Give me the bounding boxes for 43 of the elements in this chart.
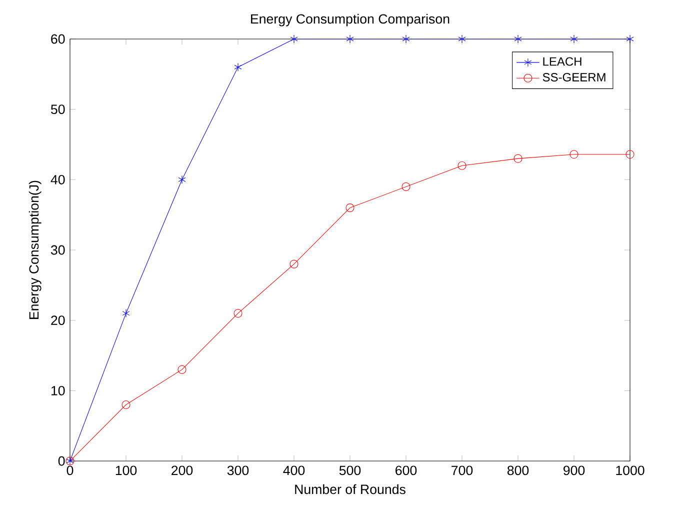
point <box>290 34 298 44</box>
x-tick-label: 400 <box>283 466 305 476</box>
point <box>514 154 522 163</box>
x-tick-label: 500 <box>339 466 361 476</box>
x-tick-label: 700 <box>452 466 473 476</box>
point <box>514 34 522 44</box>
point <box>626 150 634 159</box>
y-tick-label: 30 <box>50 245 65 255</box>
point <box>346 204 354 212</box>
point <box>234 309 242 318</box>
x-tick-label: 100 <box>116 466 137 476</box>
x-tick-label: 600 <box>396 466 417 476</box>
point <box>178 365 186 374</box>
point <box>122 309 130 318</box>
y-tick-label: 0 <box>58 456 65 466</box>
point <box>402 34 410 44</box>
chart-title: Energy Consumption Comparison <box>251 14 450 26</box>
x-tick-label: 900 <box>564 466 585 476</box>
x-axis-title: Number of Rounds <box>295 484 406 494</box>
point <box>122 400 130 410</box>
point <box>458 34 466 44</box>
point <box>458 161 466 170</box>
legend-label: LEACH <box>543 57 582 66</box>
point <box>570 34 578 44</box>
point <box>234 62 242 72</box>
point <box>346 34 354 44</box>
x-tick-label: 800 <box>507 466 529 476</box>
x-tick-label: 300 <box>227 466 249 476</box>
point <box>570 150 578 159</box>
x-tick-label: 200 <box>172 466 193 476</box>
y-tick-label: 60 <box>51 34 65 44</box>
y-tick-label: 40 <box>50 174 65 184</box>
y-axis-title: Energy Consumption(J) <box>28 180 42 319</box>
y-tick-label: 10 <box>51 386 65 396</box>
point <box>178 175 186 184</box>
legend-label: SS-GEERM <box>542 72 606 82</box>
x-tick-label: 1000 <box>616 466 644 476</box>
point <box>290 260 298 268</box>
point <box>402 182 410 191</box>
x-tick-label: 0 <box>66 466 74 476</box>
y-tick-label: 50 <box>51 104 65 114</box>
point <box>626 34 634 44</box>
y-tick-label: 20 <box>51 316 65 326</box>
